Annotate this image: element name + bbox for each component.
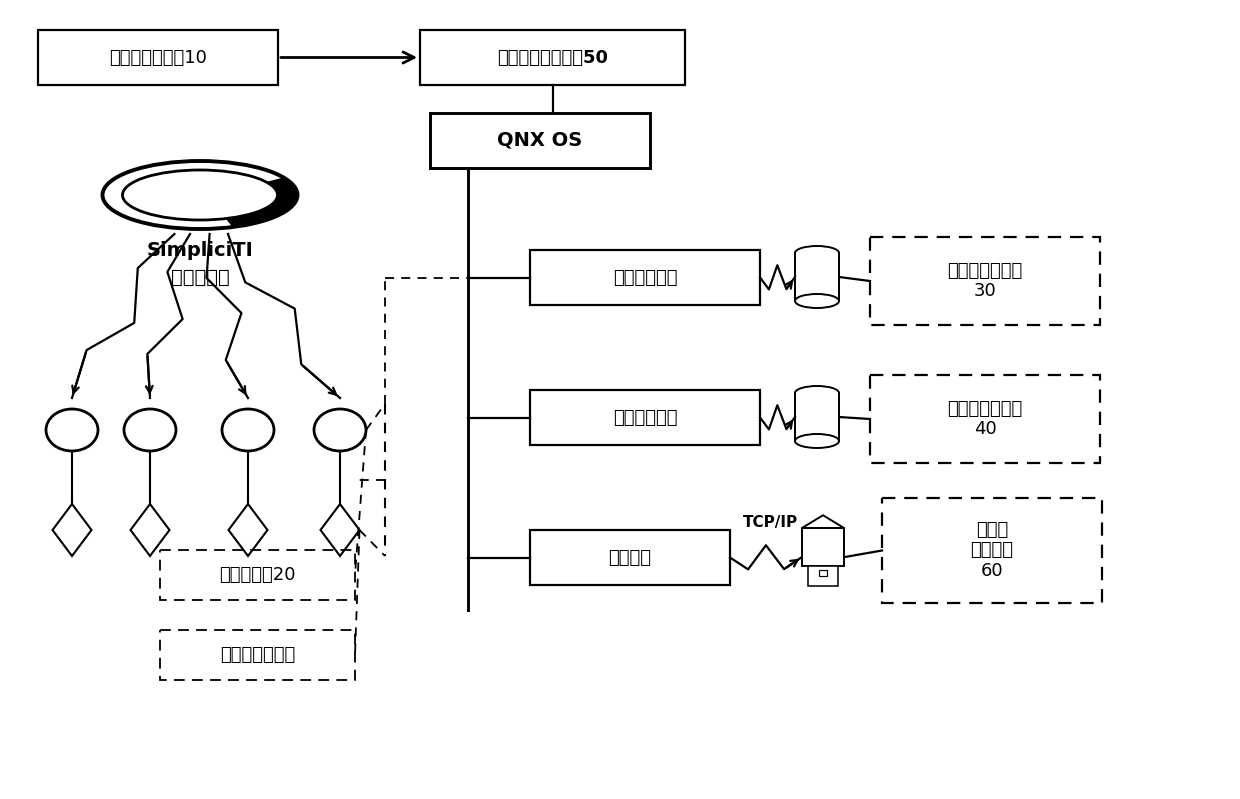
Bar	[870, 237, 1100, 325]
Text: 无线传感网: 无线传感网	[171, 268, 229, 287]
Ellipse shape	[795, 246, 839, 260]
Ellipse shape	[795, 386, 839, 400]
Text: 数据备份主控制器50: 数据备份主控制器50	[497, 49, 608, 66]
Text: QNX OS: QNX OS	[497, 131, 583, 150]
Bar	[160, 630, 355, 680]
Ellipse shape	[795, 434, 839, 448]
Text: 备份进程: 备份进程	[609, 548, 651, 566]
Bar	[818, 570, 827, 577]
Text: 数据日志存储器
30: 数据日志存储器 30	[947, 261, 1023, 300]
Bar	[870, 375, 1100, 463]
Ellipse shape	[795, 294, 839, 308]
Text: SimpliciTI: SimpliciTI	[146, 240, 253, 260]
Bar	[795, 253, 839, 301]
Text: TCP/IP: TCP/IP	[743, 515, 797, 531]
Bar	[529, 250, 760, 305]
Polygon shape	[227, 178, 298, 227]
Bar	[802, 528, 844, 566]
Bar	[420, 30, 684, 85]
Bar	[529, 530, 730, 585]
Text: 增量日志进程: 增量日志进程	[613, 408, 677, 427]
Bar	[38, 30, 278, 85]
Text: 无线传感器20: 无线传感器20	[219, 566, 296, 584]
Text: 无线网络控制器10: 无线网络控制器10	[109, 49, 207, 66]
Bar	[882, 498, 1102, 603]
Text: 无线传感器节点: 无线传感器节点	[219, 646, 295, 664]
Bar	[430, 113, 650, 168]
Bar	[795, 393, 839, 441]
Ellipse shape	[123, 170, 278, 220]
Text: 数据日志进程: 数据日志进程	[613, 268, 677, 287]
Polygon shape	[802, 515, 844, 528]
Bar	[529, 390, 760, 445]
Text: 感知层
控制中心
60: 感知层 控制中心 60	[971, 521, 1013, 580]
Bar	[808, 566, 838, 586]
Text: 增量日志存储器
40: 增量日志存储器 40	[947, 400, 1023, 439]
Bar	[160, 550, 355, 600]
